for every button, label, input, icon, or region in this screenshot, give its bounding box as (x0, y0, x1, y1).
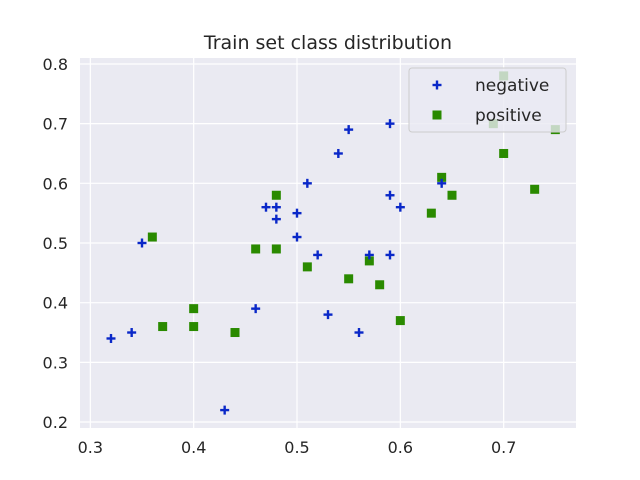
negative-point (323, 310, 333, 320)
positive-point (302, 262, 312, 272)
positive-point (158, 322, 168, 332)
positive-point (271, 190, 281, 200)
legend: negative positive (408, 67, 567, 133)
x-tick-label: 0.5 (284, 438, 309, 457)
x-tick-label: 0.7 (491, 438, 516, 457)
y-tick-label: 0.5 (43, 234, 68, 253)
positive-point (364, 256, 374, 266)
negative-point (220, 405, 230, 415)
positive-point (147, 232, 157, 242)
legend-marker-negative-glyph (432, 80, 442, 90)
positive-point (426, 208, 436, 218)
y-tick-label: 0.8 (43, 55, 68, 74)
negative-point (261, 202, 271, 212)
negative-point (385, 250, 395, 260)
x-tick-label: 0.4 (181, 438, 206, 457)
legend-marker-negative (432, 80, 442, 90)
negative-point (437, 178, 447, 188)
y-tick-label: 0.6 (43, 174, 68, 193)
legend-label-negative: negative (475, 76, 549, 96)
positive-point (395, 316, 405, 326)
negative-point (313, 250, 323, 260)
negative-point (385, 119, 395, 129)
negative-point (344, 125, 354, 135)
y-tick-label: 0.4 (43, 294, 68, 313)
negative-point (354, 328, 364, 338)
x-tick-label: 0.6 (388, 438, 413, 457)
positive-point (530, 184, 540, 194)
negative-point (364, 250, 374, 260)
positive-point (447, 190, 457, 200)
tick-labels: 0.3 0.4 0.5 0.6 0.7 0.2 0.3 0.4 0.5 0.6 0.7 0.8 (43, 55, 517, 457)
negative-point (292, 208, 302, 218)
x-tick-label: 0.3 (78, 438, 103, 457)
legend-box (408, 67, 567, 133)
positive-point (251, 244, 261, 254)
negative-point (106, 333, 116, 343)
negative-point (333, 148, 343, 158)
negative-point (385, 190, 395, 200)
y-tick-label: 0.2 (43, 413, 68, 432)
positive-point (344, 274, 354, 284)
positive-point (189, 322, 199, 332)
legend-marker-positive-glyph (432, 110, 442, 120)
positive-point (437, 172, 447, 182)
y-tick-label: 0.7 (43, 115, 68, 134)
negative-point (251, 304, 261, 314)
chart-title: Train set class distribution (203, 32, 452, 54)
negative-point (302, 178, 312, 188)
positive-point (271, 244, 281, 254)
positive-point (230, 328, 240, 338)
negative-point (292, 232, 302, 242)
negative-point (271, 202, 281, 212)
legend-label-positive: positive (475, 106, 542, 126)
y-tick-label: 0.3 (43, 353, 68, 372)
positive-point (499, 148, 509, 158)
positive-point (375, 280, 385, 290)
negative-point (271, 214, 281, 224)
negative-point (395, 202, 405, 212)
negative-point (127, 328, 137, 338)
positive-point (189, 304, 199, 314)
negative-point (137, 238, 147, 248)
legend-marker-positive (432, 110, 442, 120)
